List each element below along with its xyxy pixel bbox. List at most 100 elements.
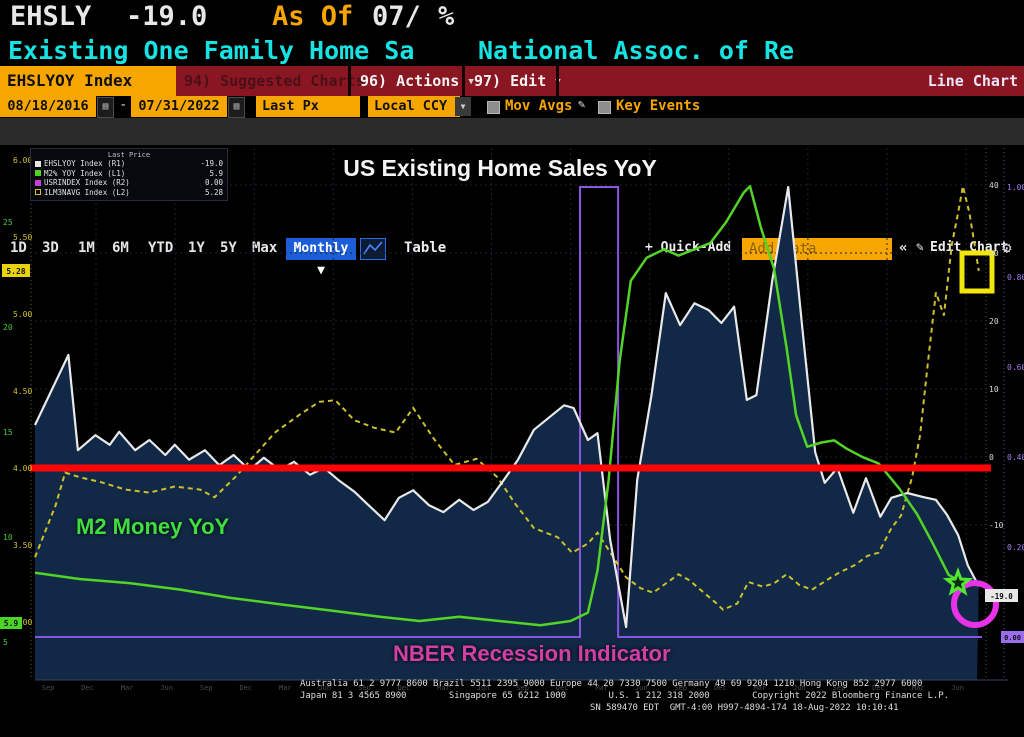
date-range-dash: - xyxy=(119,97,128,113)
legend-label: USRINDEX Index (R2) xyxy=(44,178,130,187)
l2-last-value-box xyxy=(2,264,30,277)
period-tab-1d[interactable]: 1D xyxy=(10,240,27,256)
menu-separator xyxy=(556,66,559,96)
chart-title: US Existing Home Sales YoY xyxy=(343,155,657,181)
legend-row[interactable]: ILM3NAVG Index (L2) 5.28 xyxy=(35,188,223,198)
line-chart-icon[interactable] xyxy=(360,238,386,260)
mortgage-rate-line[interactable] xyxy=(34,185,980,611)
r2-last-value-box xyxy=(1001,631,1024,643)
l2-axis-tick: 4.50 xyxy=(13,387,32,396)
menu-actions[interactable]: 96) Actions ▼ xyxy=(360,72,474,90)
date-to-input[interactable]: 07/31/2022 xyxy=(131,96,227,117)
calendar-icon[interactable]: ▦ xyxy=(228,97,245,118)
symbol-input[interactable]: EHSLYOY Index xyxy=(0,66,176,96)
r2-axis-tick: 0.40 xyxy=(1007,453,1024,462)
edit-chart-pencil-icon[interactable]: ✎ xyxy=(916,240,924,255)
period-tab-5y[interactable]: 5Y xyxy=(220,240,237,256)
ticker-last-value: -19.0 xyxy=(126,1,208,32)
x-axis-tick: Dec xyxy=(556,684,569,692)
currency-select[interactable]: Local CCY xyxy=(368,96,460,117)
x-axis-tick: Mar xyxy=(912,684,925,692)
period-tab-ytd[interactable]: YTD xyxy=(148,240,174,256)
price-field-select[interactable]: Last Px xyxy=(256,96,360,117)
r2-axis-tick: 1.00 xyxy=(1007,183,1024,192)
footer-terminal-info: SN 589470 EDT GMT-4:00 H997-4894-174 18-… xyxy=(590,703,899,713)
footer-phone-line1: Australia 61 2 9777 8600 Brazil 5511 239… xyxy=(300,679,923,689)
mov-avgs-checkbox[interactable] xyxy=(487,101,500,114)
x-axis-tick: Jun xyxy=(793,684,806,692)
collapse-button[interactable]: « xyxy=(899,240,908,256)
x-axis-tick: Dec xyxy=(239,684,252,692)
yellow-box-annotation[interactable] xyxy=(959,250,995,294)
legend-header: Last Price xyxy=(107,151,151,159)
period-tab-1y[interactable]: 1Y xyxy=(188,240,205,256)
m2-line[interactable] xyxy=(34,185,964,627)
r1-axis-tick: 0 xyxy=(989,453,994,462)
l1-last-value-box xyxy=(0,617,22,629)
legend-value: 0.00 xyxy=(204,178,223,187)
legend-value: 5.28 xyxy=(204,187,223,197)
x-axis-tick: Sep xyxy=(358,684,371,692)
x-axis-tick: Sep xyxy=(833,684,846,692)
magenta-circle-annotation[interactable] xyxy=(951,580,999,628)
x-axis-tick: Mar xyxy=(754,684,767,692)
l2-axis-tick: 3.00 xyxy=(13,618,32,627)
legend-label: EHSLYOY Index (R1) xyxy=(44,159,126,168)
r2-last-value-box-text: 0.00 xyxy=(1004,634,1021,642)
l2-axis-tick: 6.00 xyxy=(13,156,32,165)
key-events-label[interactable]: Key Events xyxy=(616,98,701,114)
x-axis-tick: Sep xyxy=(42,684,55,692)
legend-label: ILM3NAVG Index (L2) xyxy=(44,187,130,197)
period-tab-6m[interactable]: 6M xyxy=(112,240,129,256)
legend-swatch-icon xyxy=(35,160,41,167)
l1-axis-tick: 10 xyxy=(3,533,13,542)
l2-last-value-box-text: 5.28 xyxy=(6,267,25,276)
chart-legend[interactable]: Last Price EHSLYOY Index (R1) -19.0 M2% YO… xyxy=(30,148,228,201)
recession-indicator-line[interactable] xyxy=(35,186,982,638)
footer-phone-line2: Japan 81 3 4565 8900 Singapore 65 6212 1… xyxy=(300,691,949,701)
l1-axis-tick: 20 xyxy=(3,323,13,332)
quick-add-dropdown[interactable]: · xyxy=(724,240,732,255)
legend-row[interactable]: EHSLYOY Index (R1) -19.0 xyxy=(35,159,223,169)
ticker-symbol: EHSLY xyxy=(10,1,92,32)
calendar-icon[interactable]: ▦ xyxy=(97,97,114,118)
legend-row[interactable]: USRINDEX Index (R2) 0.00 xyxy=(35,178,223,188)
x-axis-tick: Dec xyxy=(872,684,885,692)
m2-annotation-label: M2 Money YoY xyxy=(76,514,230,539)
as-of-label: As Of xyxy=(272,1,354,32)
security-name: Existing One Family Home Sa xyxy=(8,36,415,65)
x-axis-tick: Jun xyxy=(635,684,648,692)
legend-swatch-icon xyxy=(35,170,41,177)
r1-axis-tick: 10 xyxy=(989,385,999,394)
x-axis-tick: Jun xyxy=(477,684,490,692)
pencil-icon[interactable]: ✎ xyxy=(578,97,586,111)
l1-axis-tick: 25 xyxy=(3,218,13,227)
l2-axis-tick: 5.00 xyxy=(13,310,32,319)
period-tab-max[interactable]: Max xyxy=(252,240,278,256)
security-source: National Assoc. of Re xyxy=(478,36,795,65)
x-axis-tick: Mar xyxy=(437,684,450,692)
menu-suggested-charts[interactable]: 94) Suggested Charts xyxy=(184,72,365,90)
frequency-select[interactable]: Monthly ▼ xyxy=(286,238,356,278)
key-events-checkbox[interactable] xyxy=(598,101,611,114)
table-button[interactable]: Table xyxy=(404,240,447,256)
r1-axis-tick: 40 xyxy=(989,181,999,190)
x-axis-tick: Mar xyxy=(595,684,608,692)
period-tab-1m[interactable]: 1M xyxy=(78,240,95,256)
x-axis-tick: Jun xyxy=(951,684,964,692)
gear-icon[interactable]: ⚙ xyxy=(1002,238,1012,257)
x-axis-tick: Dec xyxy=(714,684,727,692)
chevron-down-icon: ▼ xyxy=(468,77,474,87)
r2-axis-tick: 0.80 xyxy=(1007,273,1024,282)
l2-axis-tick: 4.00 xyxy=(13,464,32,473)
r1-axis-tick: 30 xyxy=(989,249,999,258)
mov-avgs-label[interactable]: Mov Avgs xyxy=(505,98,573,114)
legend-row[interactable]: M2% YOY Index (L1) 5.9 xyxy=(35,169,223,179)
home-sales-area-fill xyxy=(35,187,979,680)
period-tab-3d[interactable]: 3D xyxy=(42,240,59,256)
date-from-input[interactable]: 08/18/2016 xyxy=(0,96,96,117)
chart-type-label: Line Chart xyxy=(927,72,1018,90)
currency-dropdown-button[interactable]: ▼ xyxy=(455,97,471,116)
